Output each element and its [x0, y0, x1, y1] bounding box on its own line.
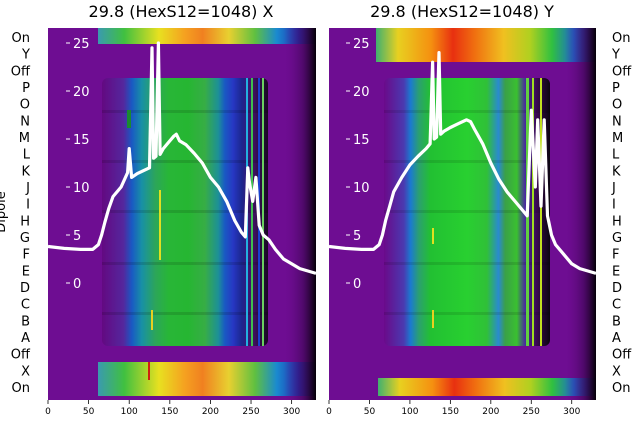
row-label: O [612, 98, 622, 113]
row-label: M [612, 131, 623, 146]
x-tick-label: 250 [523, 407, 540, 417]
row-label: F [23, 248, 30, 263]
row-label: K [21, 164, 30, 179]
chart-title-y: 29.8 (HexS12=1048) Y [370, 2, 554, 21]
row-label: G [612, 231, 622, 246]
row-label: M [19, 131, 30, 146]
heatmap-x [48, 28, 316, 400]
row-label: X [612, 364, 621, 379]
x-tick-label: 100 [401, 407, 418, 417]
row-label: N [20, 114, 30, 129]
ylabel-dipole: Dipole [0, 191, 9, 232]
overlay-tick-label: 10 [73, 181, 90, 196]
x-tick-label: 50 [83, 407, 95, 417]
row-label: N [612, 114, 622, 129]
row-label: D [612, 281, 622, 296]
chart-title-x: 29.8 (HexS12=1048) X [89, 2, 274, 21]
row-label: P [22, 81, 30, 96]
x-ticks-y: 0 50 100 150 200 250 300 [326, 400, 581, 417]
row-label: H [612, 214, 622, 229]
row-label: E [22, 264, 30, 279]
x-tick-label: 300 [283, 407, 300, 417]
row-label: B [612, 314, 621, 329]
row-label: A [612, 331, 621, 346]
overlay-ticks-y: 25 20 15 10 5 0 [346, 37, 370, 292]
overlay-tick-label: 25 [73, 37, 90, 52]
overlay-tick-label: 5 [353, 229, 361, 244]
row-label: Off [11, 348, 31, 363]
row-label: H [20, 214, 30, 229]
overlay-line-x [48, 41, 316, 275]
row-label: On [12, 381, 30, 396]
overlay-line-y [329, 51, 596, 275]
row-label: C [612, 298, 621, 313]
heatmap-y [329, 28, 596, 400]
row-label: Off [612, 64, 632, 79]
overlay-tick-label: 0 [353, 277, 361, 292]
overlay-tick-label: 5 [73, 229, 81, 244]
overlay-tick-label: 15 [353, 133, 370, 148]
x-tick-label: 300 [563, 407, 580, 417]
row-label: E [612, 264, 620, 279]
row-label: X [21, 364, 30, 379]
row-label: On [612, 31, 630, 46]
row-label: I [612, 198, 616, 213]
row-label: O [20, 98, 30, 113]
x-tick-label: 150 [161, 407, 178, 417]
row-label: L [23, 148, 31, 163]
x-tick-label: 0 [326, 407, 332, 417]
row-label: J [25, 181, 30, 196]
row-label: P [612, 81, 620, 96]
row-label: L [612, 148, 620, 163]
row-label: A [21, 331, 30, 346]
overlay-tick-label: 15 [73, 133, 90, 148]
row-label: Off [11, 64, 31, 79]
overlay-tick-label: 10 [353, 181, 370, 196]
row-label: B [21, 314, 30, 329]
overlay-tick-label: 20 [73, 85, 90, 100]
x-ticks-x: 0 50 100 150 200 250 300 [45, 400, 300, 417]
row-label: Y [21, 48, 30, 63]
row-label: Off [612, 348, 632, 363]
row-label: On [612, 381, 630, 396]
panel-x: 29.8 (HexS12=1048) X [0, 2, 316, 417]
row-label: Y [611, 48, 620, 63]
row-label: I [26, 198, 30, 213]
x-tick-label: 250 [242, 407, 259, 417]
overlay-tick-label: 20 [353, 85, 370, 100]
row-label: D [20, 281, 30, 296]
panel-y: 29.8 (HexS12=1048) Y OnYOffPONMLKJIHGFED… [326, 2, 632, 417]
x-tick-label: 200 [482, 407, 499, 417]
row-label: F [612, 248, 619, 263]
row-label: J [611, 181, 616, 196]
overlay-ticks-x: 25 20 15 10 5 0 [66, 37, 90, 292]
row-label: G [20, 231, 30, 246]
x-tick-label: 200 [202, 407, 219, 417]
row-label: K [612, 164, 621, 179]
row-label: On [12, 31, 30, 46]
x-tick-label: 0 [45, 407, 51, 417]
overlay-tick-label: 0 [73, 277, 81, 292]
x-tick-label: 150 [442, 407, 459, 417]
x-tick-label: 50 [364, 407, 376, 417]
x-tick-label: 100 [121, 407, 138, 417]
row-label: C [21, 298, 30, 313]
overlay-tick-label: 25 [353, 37, 370, 52]
